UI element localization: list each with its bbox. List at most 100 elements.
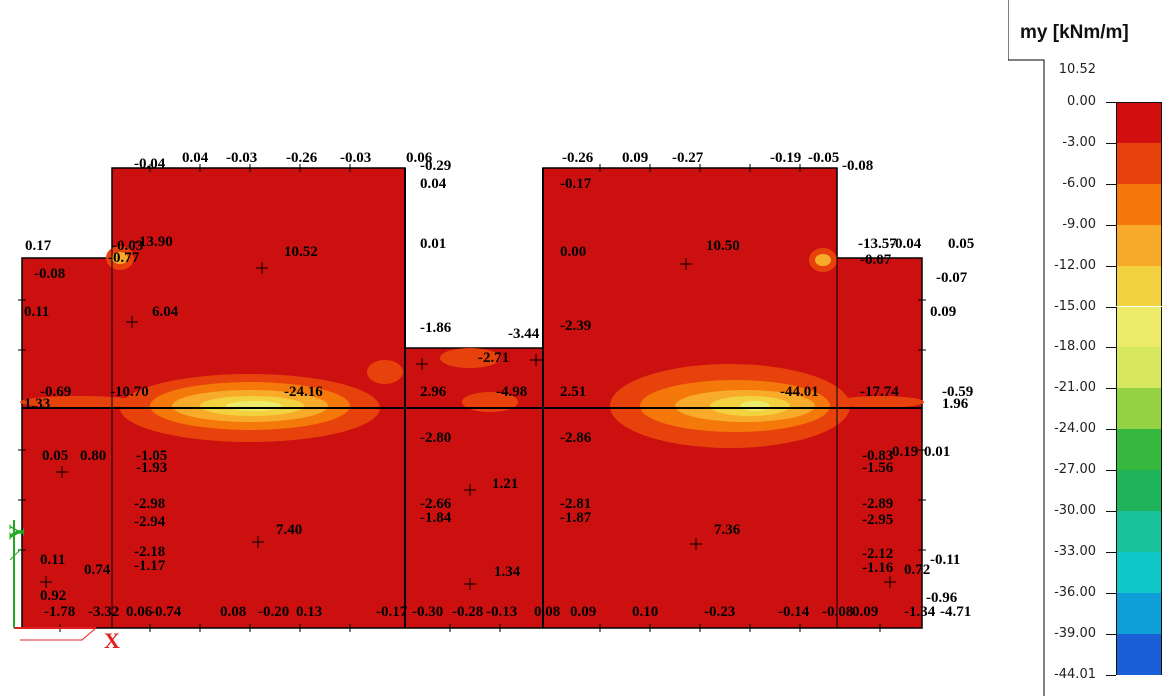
value-label: 0.04	[420, 176, 447, 192]
legend-tick	[1106, 347, 1116, 349]
legend-tick	[1106, 102, 1116, 103]
value-label: 0.11	[24, 304, 49, 320]
legend-level-label: -12.00	[1054, 257, 1096, 273]
value-label: -0.04	[134, 156, 166, 172]
value-label: 1.33	[24, 396, 50, 412]
value-label: -0.13	[486, 604, 517, 620]
value-label: -1.84	[420, 510, 452, 526]
value-label: -0.03	[226, 150, 257, 166]
value-label: 0.80	[80, 448, 106, 464]
legend-level-label: -44.01	[1054, 666, 1096, 682]
value-label: -2.66	[420, 496, 452, 512]
legend-tick	[1106, 306, 1116, 308]
value-label: -2.81	[560, 496, 591, 512]
value-label: 0.10	[632, 604, 658, 620]
value-label: -0.05	[808, 150, 839, 166]
legend-level-label: -6.00	[1062, 175, 1096, 191]
value-label: -1.78	[44, 604, 75, 620]
value-label: -2.39	[560, 318, 591, 334]
support-lines	[22, 168, 922, 628]
value-label: -0.04	[890, 236, 922, 252]
value-label: -0.30	[412, 604, 443, 620]
value-label: -0.77	[108, 250, 140, 266]
legend-swatch	[1116, 511, 1162, 552]
legend: my [kNm/m] 10.52 0.00 -3.00 -6.00 -9.00 -12.0…	[1008, 0, 1176, 696]
value-label: -0.29	[420, 158, 451, 174]
value-label: -0.26	[286, 150, 318, 166]
contour-bands	[20, 246, 924, 448]
legend-swatch	[1116, 633, 1162, 675]
value-label: -0.23	[704, 604, 735, 620]
value-label: -0.96	[926, 590, 958, 606]
value-label: 1.96	[942, 396, 969, 412]
value-label: 0.74	[84, 562, 111, 578]
value-label: 0.72	[904, 562, 930, 578]
value-label: -0.27	[672, 150, 704, 166]
value-label: 0.05	[42, 448, 68, 464]
legend-level-label: -27.00	[1054, 462, 1096, 478]
value-label: -2.95	[862, 512, 893, 528]
value-label: -1.86	[420, 320, 452, 336]
value-label: -2.98	[134, 496, 165, 512]
value-label: 2.51	[560, 384, 586, 400]
value-label: -2.94	[134, 514, 166, 530]
legend-level-label: -21.00	[1054, 380, 1096, 396]
legend-level-label: -3.00	[1062, 134, 1096, 150]
value-label: -4.98	[496, 384, 527, 400]
value-label: -3.32	[88, 604, 119, 620]
value-label: -0.03	[340, 150, 371, 166]
value-label: -17.74	[860, 384, 899, 400]
value-label: -0.17	[376, 604, 408, 620]
value-label: 0.01	[420, 236, 446, 252]
value-label: -1.17	[134, 558, 166, 574]
legend-swatch	[1116, 306, 1162, 348]
legend-level-label: -36.00	[1054, 584, 1096, 600]
legend-swatch	[1116, 592, 1162, 634]
legend-swatch	[1116, 551, 1162, 593]
value-labels: -0.04 0.04 -0.03 -0.26 -0.03 0.06-0.290.04-0.…	[24, 150, 974, 620]
value-label: 7.40	[276, 522, 302, 538]
value-label: -3.44	[508, 326, 540, 342]
value-label: 7.36	[714, 522, 741, 538]
value-label: 0.09	[622, 150, 648, 166]
legend-tick	[1106, 142, 1116, 144]
legend-tick	[1106, 633, 1116, 635]
tick-marks	[18, 164, 926, 632]
legend-tick	[1106, 511, 1116, 512]
value-label: -0.19	[770, 150, 801, 166]
legend-swatch	[1116, 265, 1162, 307]
legend-swatch	[1116, 224, 1162, 266]
legend-level-label: -30.00	[1054, 503, 1096, 518]
legend-max-label: 10.52	[1058, 62, 1096, 77]
value-label: -13.90	[134, 234, 173, 250]
value-label: 1.21	[492, 476, 518, 492]
legend-swatch	[1116, 102, 1162, 143]
value-label: -44.01	[780, 384, 819, 400]
value-label: -0.03	[112, 238, 143, 254]
value-label: 0.09	[930, 304, 956, 320]
legend-title: my [kNm/m]	[1020, 22, 1129, 43]
value-label: -2.89	[862, 496, 893, 512]
legend-level-label: -9.00	[1062, 216, 1096, 232]
legend-tick	[1106, 388, 1116, 390]
value-label: -1.56	[862, 460, 894, 476]
value-label: 0.92	[40, 588, 66, 604]
value-label: 0.01	[924, 444, 950, 460]
legend-swatch	[1116, 142, 1162, 184]
legend-tick	[1106, 183, 1116, 185]
value-label: -0.59	[942, 384, 973, 400]
value-label: -0.17	[560, 176, 592, 192]
svg-text:Y: Y	[4, 524, 29, 540]
value-label: 0.06	[126, 604, 153, 620]
value-label: -0.08	[842, 158, 873, 174]
value-label: -2.86	[560, 430, 592, 446]
value-label: 0.06	[406, 150, 433, 166]
legend-level-label: -18.00	[1054, 339, 1096, 355]
value-label: -0.28	[452, 604, 483, 620]
legend-swatch	[1116, 183, 1162, 225]
value-label: -1.93	[136, 460, 167, 476]
value-label: -2.18	[134, 544, 165, 560]
value-label: -2.12	[862, 546, 893, 562]
value-label: 0.05	[948, 236, 974, 252]
value-label: 0.17	[25, 238, 52, 254]
